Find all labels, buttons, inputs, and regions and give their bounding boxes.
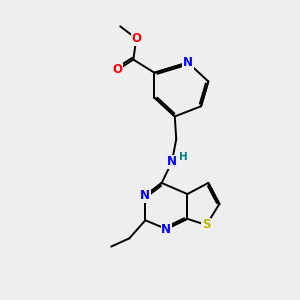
Text: N: N: [161, 223, 171, 236]
Text: N: N: [140, 189, 150, 202]
Text: O: O: [112, 63, 122, 76]
Text: O: O: [131, 32, 141, 45]
Text: H: H: [178, 152, 187, 162]
Text: N: N: [183, 56, 193, 69]
Text: N: N: [167, 155, 177, 169]
Text: S: S: [202, 218, 211, 232]
